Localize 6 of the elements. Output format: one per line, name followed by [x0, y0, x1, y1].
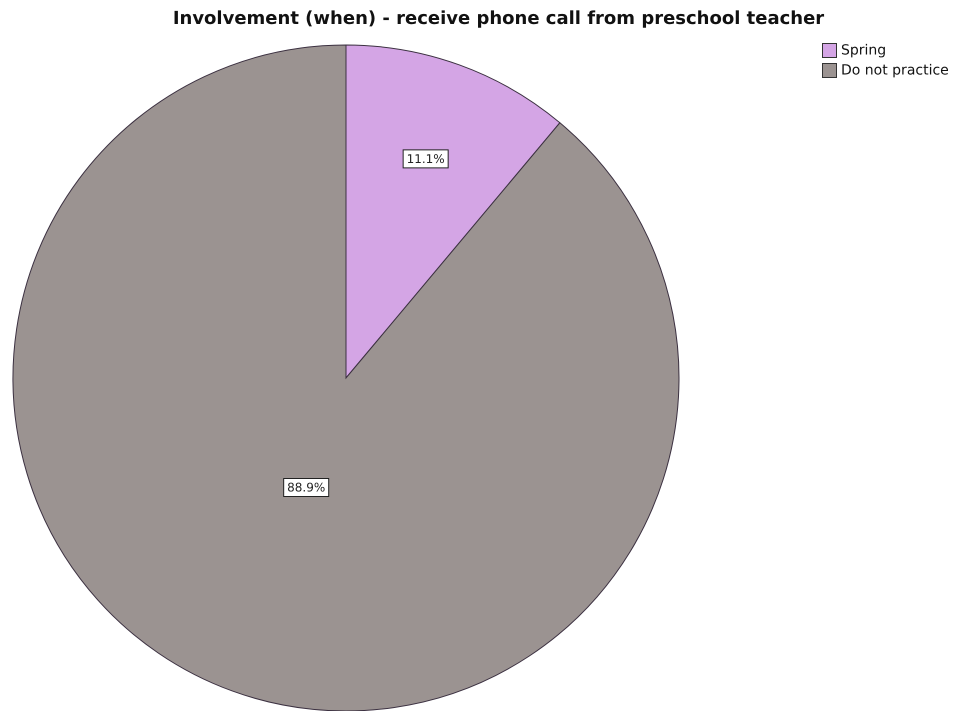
legend-label: Spring	[841, 42, 886, 58]
data-label: 88.9%	[287, 480, 326, 495]
data-label: 11.1%	[406, 152, 445, 166]
chart-title: Involvement (when) - receive phone call from preschool teacher	[172, 8, 824, 29]
pie-slice	[12, 44, 680, 711]
legend-label: Do not practice	[841, 62, 949, 78]
